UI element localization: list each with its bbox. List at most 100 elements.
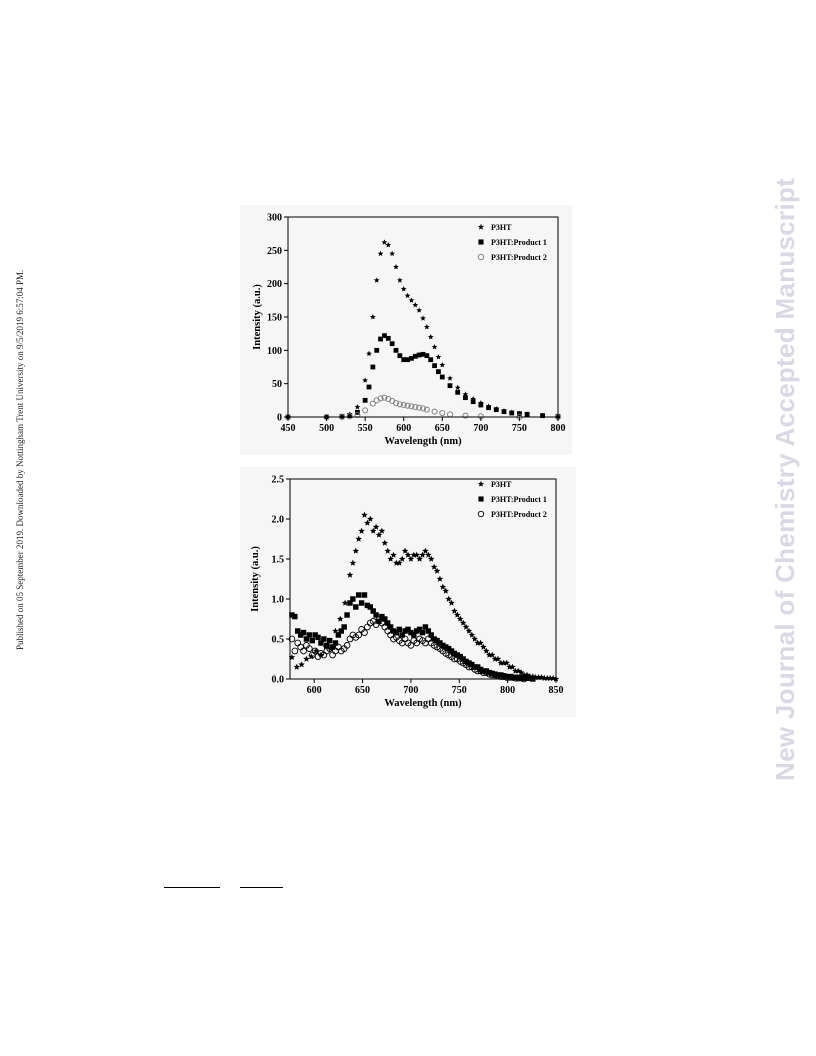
- data-point-p3ht-product-1-18: [341, 624, 347, 630]
- data-point-p3ht-23: [378, 527, 386, 534]
- data-point-p3ht-15: [355, 535, 362, 542]
- data-point-p3ht-14: [397, 277, 403, 283]
- data-point-p3ht-20: [369, 527, 377, 534]
- data-point-p3ht-57: [477, 639, 484, 646]
- data-point-p3ht-44: [439, 583, 447, 590]
- data-point-p3ht-product-2-6: [369, 400, 376, 407]
- data-point-p3ht-61: [488, 651, 496, 658]
- legend-marker: [477, 223, 485, 230]
- data-point-p3ht-product-1-62: [469, 661, 475, 668]
- legend-marker: [477, 480, 485, 487]
- data-point-p3ht-product-1-27: [367, 604, 374, 610]
- data-point-p3ht-9: [377, 250, 384, 257]
- data-point-p3ht-product-1-54: [445, 645, 452, 652]
- y-tick-label: 1.5: [272, 555, 285, 566]
- data-point-p3ht-product-1-11: [385, 335, 391, 341]
- data-point-p3ht-product-1-23: [432, 363, 437, 369]
- data-point-p3ht-41: [430, 563, 438, 570]
- data-point-p3ht-10: [337, 615, 344, 622]
- data-point-p3ht-23: [431, 344, 438, 350]
- legend-label: P3HT:Product 2: [491, 510, 547, 519]
- x-tick-label: 700: [403, 685, 418, 696]
- data-point-p3ht-product-1-34: [387, 624, 394, 630]
- data-point-p3ht-product-1-9: [378, 336, 383, 342]
- data-point-p3ht-33: [407, 555, 415, 562]
- y-tick-label: 2.5: [272, 475, 285, 486]
- data-point-p3ht-product-2-3: [346, 413, 353, 420]
- data-point-p3ht-product-2-8: [311, 647, 319, 655]
- data-point-p3ht-15: [400, 286, 407, 292]
- data-point-p3ht-product-1-19: [416, 352, 422, 358]
- data-point-p3ht-3: [303, 655, 310, 662]
- data-point-p3ht-19: [416, 307, 422, 313]
- data-point-p3ht-product-2-32: [381, 623, 389, 631]
- plot-area: [288, 511, 560, 683]
- legend-label: P3HT: [491, 223, 512, 232]
- data-point-p3ht-product-1-26: [364, 602, 371, 609]
- data-point-p3ht-30: [398, 555, 406, 562]
- data-point-p3ht-product-2-4: [300, 647, 307, 655]
- data-point-p3ht-product-1-47: [425, 628, 432, 634]
- legend-label: P3HT:Product 2: [491, 253, 547, 262]
- data-point-p3ht-product-1-37: [396, 626, 403, 633]
- y-tick-label: 1.0: [272, 595, 285, 606]
- data-point-p3ht-product-1-27: [455, 389, 461, 395]
- x-tick-label: 850: [549, 685, 564, 696]
- publication-info-text: Published on 05 September 2019. Download…: [15, 269, 25, 650]
- data-point-p3ht-product-1-38: [399, 632, 405, 638]
- data-point-p3ht-25: [439, 362, 446, 368]
- x-tick-label: 750: [452, 685, 467, 696]
- data-point-p3ht-product-2-5: [362, 407, 369, 414]
- data-point-p3ht-product-2-23: [446, 411, 453, 418]
- x-tick-label: 800: [500, 685, 515, 696]
- data-point-p3ht-49: [454, 611, 461, 618]
- data-point-p3ht-product-1-25: [361, 592, 368, 598]
- data-point-p3ht-50: [457, 615, 464, 622]
- data-point-p3ht-product-1-13: [393, 347, 399, 353]
- data-point-p3ht-37: [419, 551, 426, 558]
- data-point-p3ht-product-1-23: [355, 592, 362, 598]
- data-point-p3ht-product-1-37: [540, 413, 545, 419]
- legend-label: P3HT:Product 1: [491, 495, 547, 504]
- data-point-p3ht-product-1-21: [350, 596, 356, 602]
- data-point-p3ht-36: [416, 555, 423, 562]
- data-point-p3ht-7: [370, 314, 376, 320]
- plot-area: [285, 239, 562, 420]
- data-point-p3ht-product-1-36: [524, 411, 530, 417]
- data-point-p3ht-product-1-22: [428, 357, 434, 363]
- data-point-p3ht-43: [436, 575, 444, 582]
- data-point-p3ht-24: [435, 354, 442, 360]
- data-point-p3ht-product-1-52: [440, 642, 446, 649]
- data-point-p3ht-4: [354, 404, 361, 410]
- data-point-p3ht-product-2-41: [407, 642, 415, 649]
- data-point-p3ht-product-1-64: [474, 664, 481, 670]
- data-point-p3ht-product-2-24: [462, 412, 469, 419]
- data-point-p3ht-product-2-13: [326, 645, 333, 652]
- data-point-p3ht-product-1-16: [405, 357, 410, 363]
- data-point-p3ht-product-1-19: [344, 612, 350, 618]
- data-point-p3ht-10: [381, 239, 388, 245]
- data-point-p3ht-product-1-20: [347, 600, 353, 606]
- data-point-p3ht-product-1-21: [424, 353, 430, 359]
- data-point-p3ht-product-2-16: [335, 643, 342, 651]
- data-point-p3ht-54: [468, 631, 476, 638]
- y-tick-label: 200: [267, 279, 282, 290]
- data-point-p3ht-38: [422, 547, 429, 554]
- data-point-p3ht-39: [425, 551, 432, 558]
- data-point-p3ht-product-1-34: [509, 410, 515, 416]
- data-point-p3ht-product-1-32: [382, 616, 388, 622]
- y-tick-label: 2.0: [272, 515, 285, 526]
- data-point-p3ht-product-1-20: [420, 351, 426, 357]
- y-tick-label: 300: [267, 213, 282, 224]
- data-point-p3ht-product-1-5: [303, 636, 310, 642]
- data-point-p3ht-product-1-3: [297, 632, 304, 638]
- data-point-p3ht-19: [367, 515, 374, 522]
- data-point-p3ht-product-1-58: [457, 653, 463, 660]
- data-point-p3ht-25: [384, 547, 391, 554]
- data-point-p3ht-20: [420, 315, 426, 321]
- data-point-p3ht-product-1-33: [501, 409, 507, 415]
- data-point-p3ht-5: [362, 377, 368, 383]
- journal-watermark: New Journal of Chemistry Accepted Manusc…: [770, 178, 800, 782]
- legend-marker: [478, 239, 484, 245]
- data-point-p3ht-product-2-15: [332, 647, 339, 655]
